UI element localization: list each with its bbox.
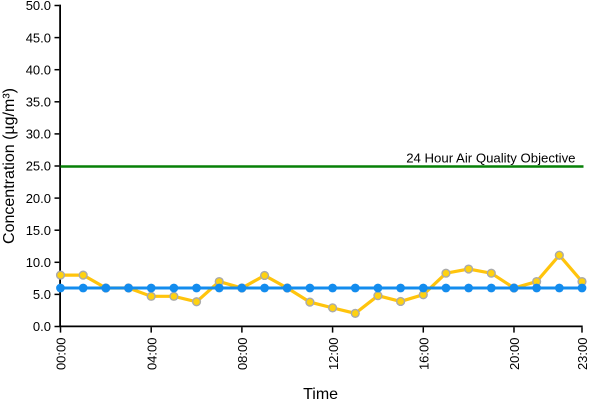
svg-text:24 Hour Air Quality Objective: 24 Hour Air Quality Objective: [406, 151, 575, 166]
svg-text:12:00: 12:00: [326, 338, 341, 371]
svg-text:20.0: 20.0: [26, 191, 51, 206]
svg-text:50.0: 50.0: [26, 0, 51, 13]
svg-text:0.0: 0.0: [33, 319, 51, 334]
svg-text:25.0: 25.0: [26, 159, 51, 174]
svg-text:Time: Time: [303, 386, 338, 400]
svg-text:35.0: 35.0: [26, 95, 51, 110]
svg-text:15.0: 15.0: [26, 223, 51, 238]
svg-text:00:00: 00:00: [54, 338, 69, 371]
svg-text:5.0: 5.0: [33, 287, 51, 302]
svg-text:40.0: 40.0: [26, 62, 51, 77]
svg-text:20:00: 20:00: [507, 338, 522, 371]
svg-text:Concentration (µg/m³): Concentration (µg/m³): [1, 88, 18, 244]
svg-text:10.0: 10.0: [26, 255, 51, 270]
svg-text:16:00: 16:00: [416, 338, 431, 371]
svg-text:23:00: 23:00: [575, 338, 590, 371]
svg-text:30.0: 30.0: [26, 127, 51, 142]
svg-text:08:00: 08:00: [235, 338, 250, 371]
svg-text:04:00: 04:00: [144, 338, 159, 371]
svg-text:45.0: 45.0: [26, 30, 51, 45]
